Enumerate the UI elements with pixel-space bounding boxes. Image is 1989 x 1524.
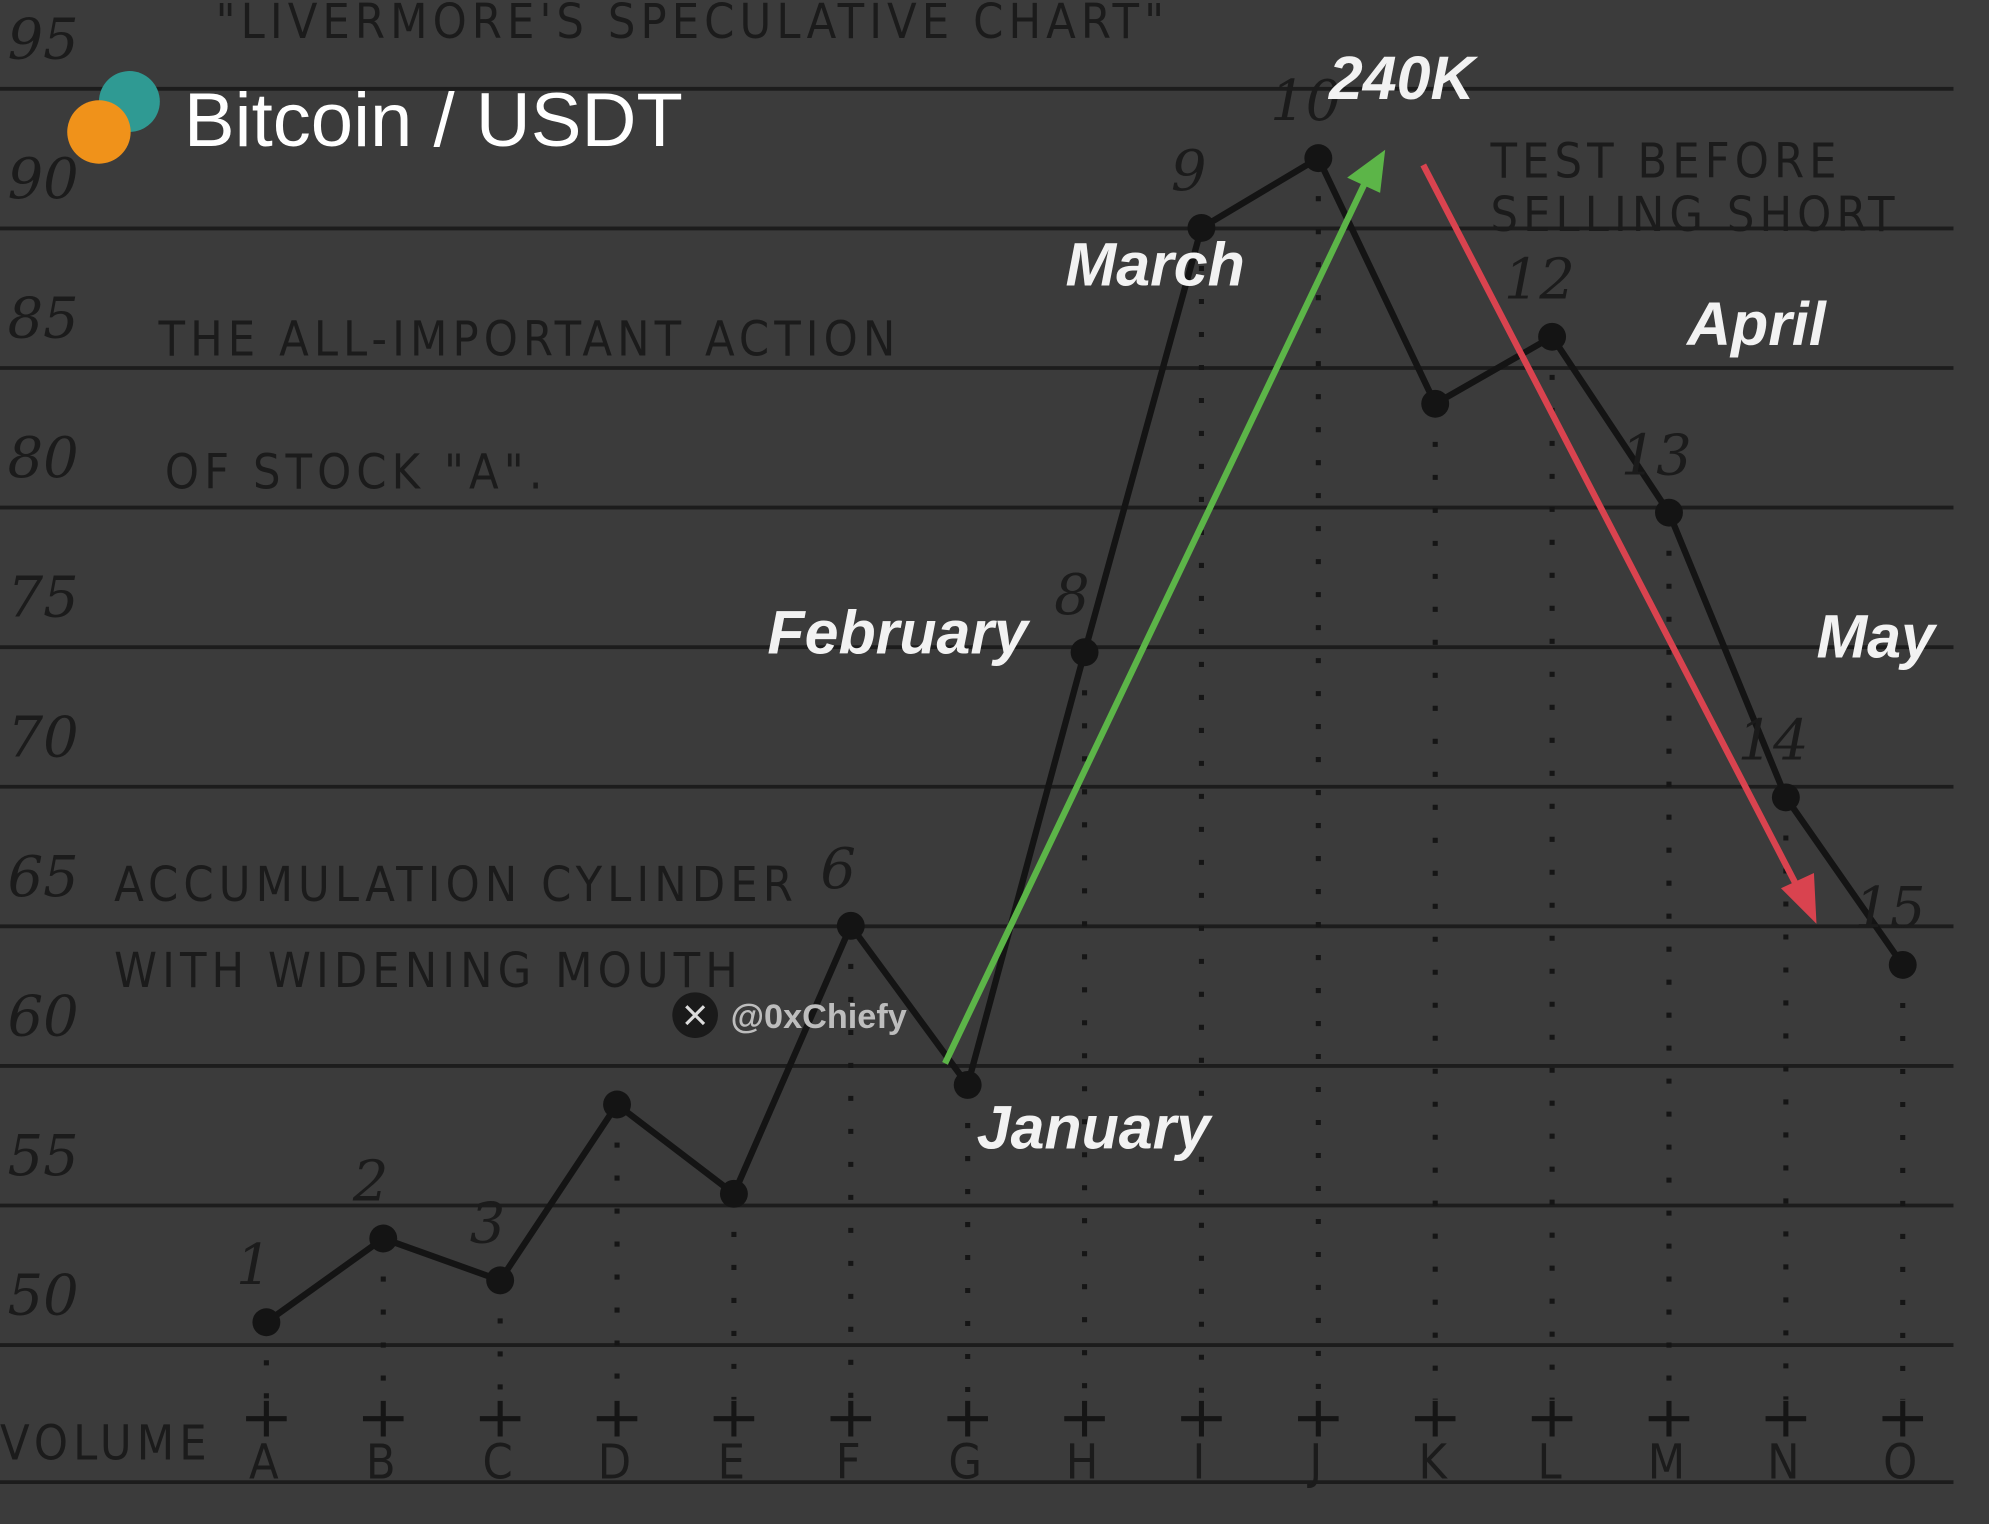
annotation: THE ALL-IMPORTANT ACTION — [158, 311, 901, 367]
down-arrowhead — [1780, 873, 1817, 924]
volume-marker — [1298, 1400, 1339, 1437]
price-point — [1304, 144, 1333, 173]
grid: 50 55 60 65 70 75 80 85 90 95 A B C D E F G H I J K L M N O — [0, 7, 1954, 1490]
volume-marker — [1882, 1400, 1924, 1437]
x-tick-label: H — [1066, 1434, 1104, 1490]
x-tick-label: M — [1648, 1434, 1690, 1490]
up-arrow — [942, 176, 1371, 1065]
point-label: 14 — [1738, 708, 1809, 773]
x-tick-label: A — [249, 1434, 284, 1490]
x-tick-label: I — [1193, 1434, 1211, 1490]
y-tick-label: 70 — [8, 705, 79, 770]
price-point — [836, 911, 865, 940]
month-label: March — [1066, 231, 1245, 299]
x-tick-label: D — [598, 1434, 636, 1490]
annotation: WITH WIDENING MOUTH — [114, 943, 743, 999]
price-point — [603, 1090, 631, 1119]
x-tick-label: K — [1418, 1434, 1452, 1490]
price-point — [719, 1179, 748, 1208]
annotation: SELLING SHORT — [1490, 187, 1899, 243]
y-tick-label: 50 — [8, 1264, 79, 1329]
y-tick-label: 80 — [8, 426, 79, 491]
month-label: April — [1685, 290, 1827, 358]
y-tick-label: 75 — [8, 566, 79, 631]
x-logo-mark — [685, 1005, 706, 1026]
point-label: 10 — [1270, 69, 1341, 134]
volume-marker — [713, 1400, 755, 1437]
annotation: OF STOCK "A". — [165, 445, 548, 501]
annotation: TEST BEFORE — [1489, 134, 1841, 190]
volume-marker — [830, 1400, 872, 1437]
price-point — [1187, 213, 1216, 242]
point-label: 6 — [820, 837, 856, 902]
bitcoin-icon — [67, 100, 131, 164]
point-label: 1 — [236, 1233, 272, 1298]
y-tick-label: 90 — [8, 147, 79, 212]
down-arrow — [1420, 163, 1805, 897]
price-point — [1070, 638, 1099, 667]
up-arrowhead — [1347, 149, 1386, 193]
x-tick-label: L — [1537, 1434, 1566, 1490]
y-tick-label: 60 — [8, 984, 79, 1049]
x-tick-label: E — [718, 1434, 750, 1490]
volume-marker — [246, 1400, 287, 1437]
price-point — [486, 1266, 515, 1295]
watermark: @0xChiefy — [731, 998, 907, 1036]
point-label: 15 — [1855, 876, 1926, 941]
x-tick-label: G — [948, 1434, 987, 1490]
volume-marker — [1181, 1400, 1222, 1437]
x-tick-label: B — [366, 1434, 401, 1490]
price-point — [369, 1224, 398, 1253]
point-label: 8 — [1054, 563, 1090, 628]
volume-marker — [1765, 1400, 1807, 1437]
volume-marker — [1064, 1400, 1105, 1437]
price-point — [1655, 498, 1683, 527]
point-label: 2 — [352, 1149, 389, 1214]
x-tick-label: F — [836, 1434, 866, 1490]
point-label: 3 — [470, 1191, 506, 1256]
point-label: 9 — [1171, 139, 1207, 204]
annotation: ACCUMULATION CYLINDER — [114, 857, 798, 913]
y-tick-label: 65 — [8, 845, 79, 910]
price-point — [1421, 389, 1450, 418]
volume-marker — [596, 1400, 638, 1437]
point-label: 13 — [1621, 424, 1692, 489]
volume-marker — [1648, 1400, 1690, 1437]
volume-marker — [479, 1400, 521, 1437]
price-point — [252, 1308, 281, 1337]
x-tick-label: J — [1306, 1434, 1327, 1490]
volume-marker — [1414, 1400, 1456, 1437]
price-point — [1538, 322, 1567, 351]
price-point — [953, 1070, 982, 1099]
chart-subtitle: "LIVERMORE'S SPECULATIVE CHART" — [216, 0, 1169, 50]
volume-marker — [947, 1400, 988, 1437]
volume-marker — [1531, 1400, 1573, 1437]
y-tick-label: 55 — [8, 1124, 79, 1189]
price-point — [1888, 950, 1917, 979]
month-label: May — [1816, 602, 1938, 670]
month-label: February — [767, 598, 1031, 666]
price-point — [1771, 783, 1800, 812]
x-tick-label: C — [482, 1434, 517, 1490]
y-tick-label: 95 — [8, 7, 79, 72]
volume-marker — [362, 1400, 404, 1437]
x-tick-label: N — [1767, 1434, 1805, 1490]
x-axis-label: VOLUME — [0, 1415, 212, 1471]
y-tick-label: 85 — [8, 287, 79, 352]
month-label: January — [977, 1093, 1214, 1161]
chart-title: Bitcoin / USDT — [184, 78, 683, 163]
peak-label: 240K — [1328, 44, 1479, 112]
x-tick-label: O — [1883, 1434, 1922, 1490]
point-label: 12 — [1504, 248, 1575, 313]
